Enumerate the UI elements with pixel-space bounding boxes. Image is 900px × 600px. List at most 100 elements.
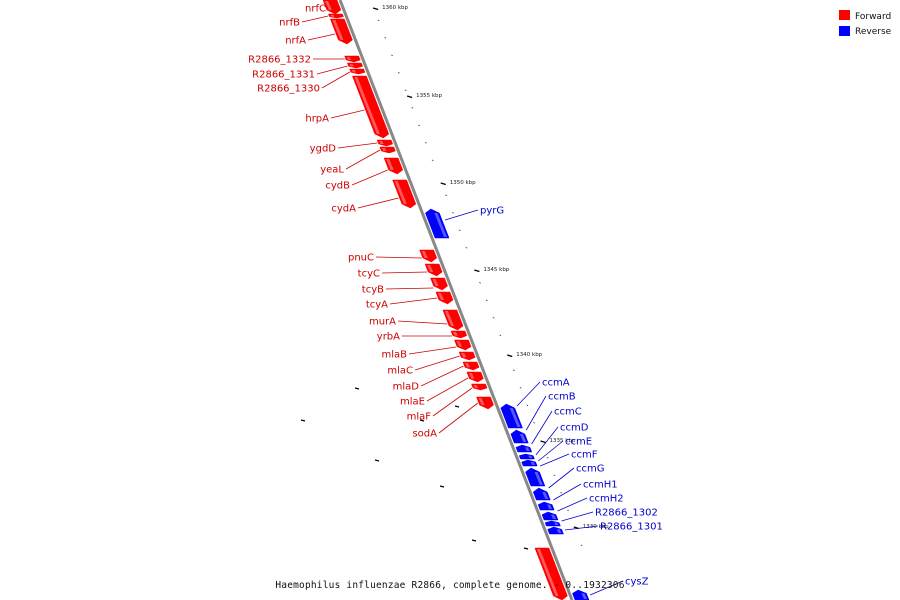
- gene-label-ccmG[interactable]: ccmG: [548, 464, 605, 489]
- gene-label-R2866_1330[interactable]: R2866_1330: [257, 71, 351, 95]
- gene-mlaF[interactable]: [471, 383, 488, 391]
- gene-ccmD[interactable]: [518, 453, 535, 460]
- gene-label-ccmA[interactable]: ccmA: [516, 378, 570, 407]
- gene-cysZ[interactable]: [572, 589, 590, 600]
- gene-sodA[interactable]: [476, 396, 494, 410]
- gene-cydA[interactable]: [392, 179, 417, 209]
- gene-label-mlaD[interactable]: mlaD: [393, 365, 464, 393]
- gene-nrfA[interactable]: [329, 18, 353, 45]
- gene-name-mlaC: mlaC: [387, 366, 413, 377]
- gene-label-tcyC[interactable]: tcyC: [358, 269, 428, 280]
- gene-label-hrpA[interactable]: hrpA: [305, 109, 365, 125]
- gene-label-ccmH2[interactable]: ccmH2: [557, 494, 624, 512]
- gene-ccmE[interactable]: [521, 459, 538, 467]
- gene-nrfB[interactable]: [328, 13, 344, 19]
- gene-label-mlaC[interactable]: mlaC: [387, 355, 460, 377]
- gene-R2866_1301[interactable]: [547, 526, 564, 535]
- gene-label-ygdD[interactable]: ygdD: [310, 142, 378, 155]
- gene-mlaB[interactable]: [454, 339, 472, 351]
- gene-cydB[interactable]: [383, 157, 404, 175]
- gene-label-R2866_1331[interactable]: R2866_1331: [252, 65, 348, 81]
- gene-label-R2866_1301[interactable]: R2866_1301: [564, 522, 663, 533]
- gene-label-ccmH1[interactable]: ccmH1: [553, 480, 618, 501]
- gene-label-R2866_1302[interactable]: R2866_1302: [561, 508, 658, 522]
- scale-tick-3: 1345 kbp: [474, 267, 510, 273]
- gene-label-ccmD[interactable]: ccmD: [535, 423, 589, 456]
- gene-name-nrfB: nrfB: [279, 18, 300, 29]
- gene-R2866_1331[interactable]: [346, 62, 363, 69]
- gene-mlaD[interactable]: [462, 361, 480, 371]
- gene-yeaL[interactable]: [379, 146, 396, 154]
- minor-tick: [377, 19, 380, 22]
- scale-tick-label: 1360 kbp: [382, 5, 408, 11]
- gene-name-hrpA: hrpA: [305, 114, 329, 125]
- gene-ccmH2[interactable]: [541, 511, 559, 521]
- gene-label-sodA[interactable]: sodA: [412, 402, 479, 440]
- gene-R2866_1302[interactable]: [544, 520, 561, 527]
- minor-tick: [424, 142, 427, 144]
- legend-swatch-forward: [839, 10, 850, 20]
- gene-ccmG[interactable]: [532, 487, 551, 501]
- gene-label-nrfB[interactable]: nrfB: [279, 15, 329, 29]
- gene-ccmA[interactable]: [500, 403, 523, 429]
- gene-unlabeled-bottom[interactable]: [534, 547, 568, 600]
- gene-name-R2866_1332: R2866_1332: [248, 55, 311, 66]
- gene-mlaE[interactable]: [466, 371, 484, 383]
- scale-tick-label: 1340 kbp: [516, 352, 542, 358]
- gene-label-cysZ[interactable]: cysZ: [589, 577, 649, 596]
- minor-tick: [560, 492, 563, 494]
- gene-label-yrbA[interactable]: yrbA: [377, 332, 452, 343]
- gene-nrfC[interactable]: [322, 0, 342, 15]
- gene-pyrG[interactable]: [425, 208, 450, 239]
- gene-ccmF[interactable]: [525, 467, 546, 487]
- gene-label-yeaL[interactable]: yeaL: [320, 149, 381, 176]
- gene-ccmH1[interactable]: [537, 501, 555, 511]
- gene-yrbA[interactable]: [450, 330, 468, 339]
- scale-tick-2: 1350 kbp: [440, 180, 476, 186]
- reverse-gene-labels: pyrG ccmA ccmB ccmC ccmD ccmE ccmF ccmG ccmH1 ccm…: [444, 206, 663, 596]
- gene-name-yrbA: yrbA: [377, 332, 400, 343]
- scale-tick-0: 1360 kbp: [372, 5, 409, 11]
- gene-label-ccmE[interactable]: ccmE: [538, 437, 592, 462]
- minor-tick: [465, 247, 468, 249]
- gene-label-ccmF[interactable]: ccmF: [540, 450, 598, 467]
- gene-label-murA[interactable]: murA: [369, 317, 448, 328]
- gene-R2866_1332[interactable]: [344, 55, 361, 63]
- minor-tick: [404, 89, 407, 92]
- gene-tcyC[interactable]: [424, 263, 443, 277]
- minor-tick: [553, 474, 556, 477]
- gene-R2866_1330[interactable]: [349, 68, 366, 75]
- gene-label-cydB[interactable]: cydB: [325, 169, 388, 192]
- gene-murA[interactable]: [442, 309, 464, 331]
- gene-label-ccmB[interactable]: ccmB: [525, 392, 576, 431]
- minor-tick: [354, 387, 360, 390]
- genome-title: Haemophilus influenzae R2866, complete g…: [275, 580, 624, 591]
- gene-ccmB[interactable]: [510, 429, 529, 444]
- gene-name-mlaE: mlaE: [400, 397, 425, 408]
- gene-hrpA[interactable]: [352, 75, 390, 139]
- gene-label-nrfC[interactable]: nrfC: [305, 4, 329, 15]
- gene-ygdD[interactable]: [376, 139, 394, 147]
- minor-tick: [492, 317, 495, 319]
- gene-label-pnuC[interactable]: pnuC: [348, 253, 422, 264]
- gene-tcyA[interactable]: [435, 291, 454, 305]
- gene-label-tcyA[interactable]: tcyA: [366, 297, 438, 311]
- gene-label-tcyB[interactable]: tcyB: [362, 285, 434, 296]
- gene-label-ccmC[interactable]: ccmC: [531, 407, 582, 445]
- gene-label-R2866_1332[interactable]: R2866_1332: [248, 55, 345, 66]
- minor-tick: [391, 54, 393, 57]
- minor-tick: [451, 212, 454, 214]
- gene-tcyB[interactable]: [430, 277, 448, 291]
- gene-label-mlaE[interactable]: mlaE: [400, 377, 469, 408]
- gene-name-ygdD: ygdD: [310, 144, 337, 155]
- gene-label-cydA[interactable]: cydA: [331, 197, 399, 215]
- gene-label-pyrG[interactable]: pyrG: [444, 206, 504, 221]
- gene-label-nrfA[interactable]: nrfA: [285, 33, 336, 47]
- gene-mlaC[interactable]: [458, 351, 476, 361]
- reverse-genes: [425, 208, 590, 600]
- gene-label-mlaB[interactable]: mlaB: [381, 346, 457, 361]
- gene-ccmC[interactable]: [515, 444, 533, 453]
- gene-name-nrfC: nrfC: [305, 4, 326, 15]
- gene-pnuC[interactable]: [419, 249, 438, 263]
- gene-label-mlaF[interactable]: mlaF: [407, 387, 473, 423]
